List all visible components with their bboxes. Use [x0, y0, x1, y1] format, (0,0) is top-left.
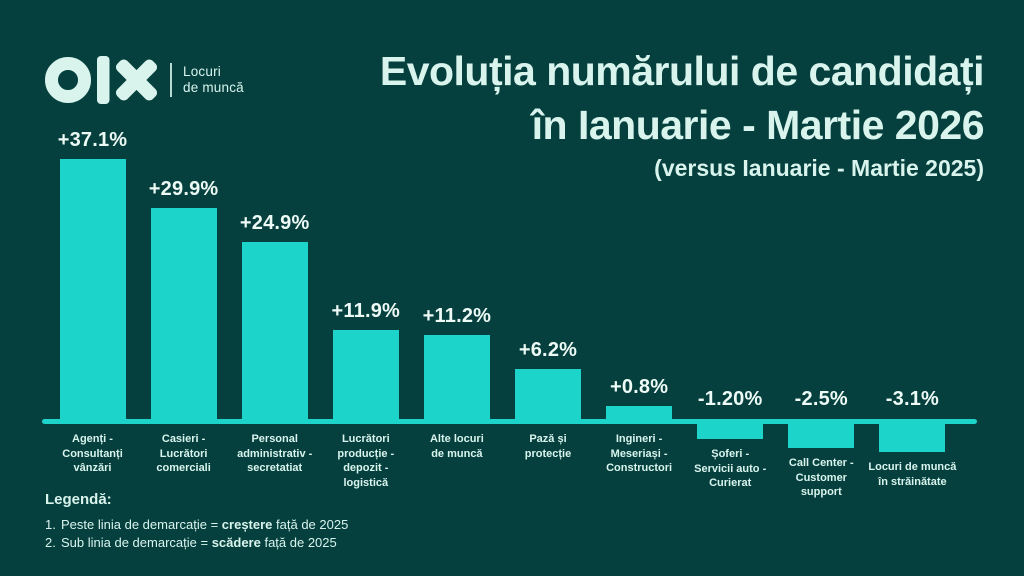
bar-value-label: +0.8% [609, 376, 669, 398]
bar [879, 423, 946, 452]
bar-value-label: -1.20% [697, 388, 763, 410]
legend-item-text: Sub linia de demarcație = [61, 535, 212, 550]
bar-value-label: +6.2% [518, 339, 578, 361]
brand-tagline-line2: de muncă [183, 80, 244, 95]
bar-category-label: Agenți - Consultanți vânzări [62, 433, 123, 475]
demarcation-line [42, 419, 977, 424]
bar [423, 335, 490, 419]
olx-logo-icon [45, 56, 157, 104]
bar-category-label: Alte locuri de muncă [429, 433, 484, 460]
legend-item-number: 1. [45, 517, 56, 532]
bar [241, 242, 308, 419]
title-line-2: în Ianuarie - Martie 2026 [531, 102, 985, 149]
legend-item-text: față de 2025 [272, 517, 349, 532]
legend-item-number: 2. [45, 535, 56, 550]
bar [788, 423, 855, 448]
brand-logo: Locuri de muncă [45, 54, 244, 106]
bar-value-label: +29.9% [148, 178, 219, 200]
bar [515, 369, 581, 419]
bar-category-label: Șoferi - Servicii auto - Curierat [694, 448, 767, 490]
legend-item-bold: scădere [211, 535, 261, 550]
bar-category-label: Ingineri - Meseriași - Constructori [606, 433, 673, 475]
legend-item-text: față de 2025 [260, 535, 337, 550]
legend-item-text: Peste linia de demarcație = [61, 517, 222, 532]
bar-value-label: +24.9% [239, 212, 310, 234]
bar [59, 159, 126, 419]
bar-value-label: +11.2% [422, 305, 492, 327]
bar-category-label: Casieri - Lucrători comerciali [156, 433, 211, 475]
bar-value-label: +11.9% [331, 300, 401, 322]
title-subtitle: (versus Ianuarie - Martie 2025) [654, 155, 984, 182]
legend-item-2: 2. Sub linia de demarcație = scădere față… [45, 535, 348, 550]
bar-category-label: Locuri de muncă în străinătate [868, 461, 957, 488]
logo-divider [170, 63, 172, 97]
bar [606, 406, 673, 419]
bar-category-label: Personal administrativ - secretatiat [237, 433, 313, 475]
bar [150, 208, 217, 419]
title-line-1: Evoluția numărului de candidați [379, 48, 985, 94]
chart-title: Evoluția numărului de candidați în Ianua… [379, 44, 985, 182]
brand-tagline: Locuri de muncă [183, 64, 244, 96]
bar [697, 423, 764, 439]
legend-item-bold: creștere [221, 517, 273, 532]
bar-value-label: -2.5% [794, 388, 848, 410]
bar-value-label: +37.1% [57, 129, 128, 151]
legend-item-1: 1. Peste linia de demarcație = creștere f… [45, 517, 348, 532]
bar [332, 330, 399, 419]
brand-tagline-line1: Locuri [183, 63, 221, 79]
bar-value-label: -3.1% [885, 388, 940, 410]
bar-category-label: Call Center - Customer support [788, 457, 854, 499]
legend: Legendă: 1. Peste linia de demarcație = c… [45, 491, 348, 550]
legend-heading: Legendă: [45, 491, 112, 508]
bar-category-label: Lucrători producție - depozit - logistică [337, 433, 395, 489]
bar-category-label: Pază și protecție [524, 433, 572, 460]
